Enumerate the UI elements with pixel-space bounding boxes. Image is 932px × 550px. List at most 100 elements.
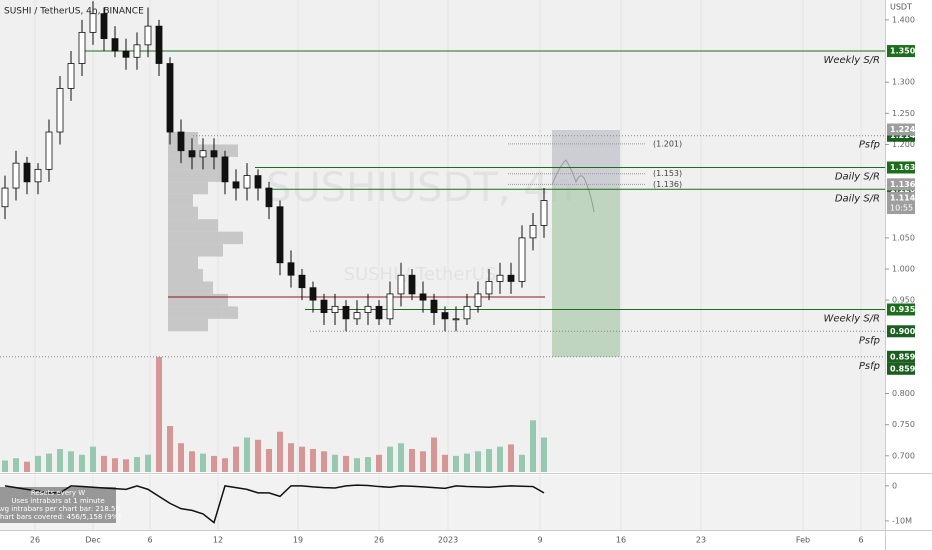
profile-bar — [168, 219, 218, 232]
volume-bar — [178, 443, 184, 472]
watermark-sub: SUSHI / TetherUS — [344, 264, 497, 285]
watermark: SUSHIUSDT, 4h — [266, 165, 574, 211]
price-tag-time: 10:55 — [890, 204, 913, 213]
level-tag — [887, 161, 915, 174]
candle-body — [430, 299, 438, 313]
level-tag-label: 0.935 — [890, 305, 916, 314]
profile-bar — [168, 269, 203, 282]
projection — [551, 159, 595, 213]
x-tick-label: 6 — [858, 536, 863, 545]
y-tick-label: 1.000 — [892, 265, 915, 274]
candle-body — [397, 274, 405, 295]
annotation-label: (1.201) — [653, 139, 682, 148]
candle-body — [232, 181, 240, 189]
candle-body — [12, 162, 20, 189]
symbol-title: SUSHI / TetherUS, 4h, BINANCE — [4, 7, 144, 17]
cvd-tick-label: -10M — [892, 516, 912, 525]
candle-body — [375, 305, 383, 320]
y-tick-label: 0.750 — [892, 420, 915, 429]
price-tag — [887, 362, 915, 375]
candle-body — [100, 13, 108, 40]
x-tick-label: 19 — [293, 536, 303, 545]
x-tick-label: 16 — [616, 536, 626, 545]
volume-bar — [332, 454, 338, 472]
price-pane — [0, 0, 885, 472]
candle-body — [254, 175, 262, 189]
profile-bar — [168, 194, 193, 207]
price-tag-label: 1.136 — [890, 180, 916, 189]
candle-body — [1, 187, 9, 208]
candle-body — [23, 162, 31, 183]
candle-body — [166, 63, 174, 133]
candle-body — [309, 287, 317, 301]
candle-body — [353, 312, 361, 320]
candle-body — [122, 50, 130, 58]
volume-bar — [519, 454, 525, 472]
candle-body — [34, 168, 42, 183]
annotation-label: (1.153) — [653, 169, 682, 178]
y-tick-label: 0.950 — [892, 296, 915, 305]
volume-bar — [156, 357, 162, 472]
stop-zone — [552, 130, 620, 190]
candle-body — [188, 150, 196, 158]
candle-body — [276, 206, 284, 264]
profile-bar — [168, 281, 213, 294]
candle-body — [243, 175, 251, 189]
volume-bar — [189, 451, 195, 472]
candle-body — [408, 274, 416, 295]
candle-body — [78, 31, 86, 64]
x-tick-label: 23 — [696, 536, 706, 545]
volume-bar — [101, 455, 107, 472]
profile-bar — [168, 306, 238, 319]
y-tick-label: 1.300 — [892, 78, 915, 87]
candle-body — [56, 88, 64, 133]
level-tag — [887, 325, 915, 338]
volume-bar — [266, 449, 272, 472]
volume-bar — [453, 455, 459, 472]
volume-bar — [376, 454, 382, 472]
price-tag-label: 1.114 — [890, 194, 916, 203]
info-line: Chart bars covered: 456/5,158 (9%) — [0, 513, 121, 521]
volume-bar — [35, 455, 41, 472]
candle-body — [507, 274, 515, 282]
candle-body — [210, 150, 218, 158]
volume-bar — [475, 451, 481, 472]
candle-body — [331, 305, 339, 313]
volume-bar — [134, 457, 140, 472]
volume-bar — [541, 437, 547, 472]
volume-bar — [79, 454, 85, 472]
candle-body — [287, 262, 295, 276]
price-tag-label: 0.859 — [890, 364, 916, 373]
volume-bar — [486, 449, 492, 472]
volume-bar — [13, 458, 19, 472]
info-line: Uses intrabars at 1 minute — [11, 497, 104, 505]
level-name: Psfp — [859, 335, 880, 346]
volume-bar — [233, 446, 239, 472]
price-tag — [887, 123, 915, 136]
candle-body — [199, 150, 207, 158]
y-tick-label: 0.800 — [892, 389, 915, 398]
y-tick-label: 1.400 — [892, 15, 915, 24]
profile-bar — [168, 293, 228, 307]
volume-bar — [112, 458, 118, 472]
candle-body — [298, 274, 306, 289]
volume-bar — [398, 443, 404, 472]
volume-bar — [46, 453, 52, 472]
level-tag-label: 0.900 — [890, 327, 916, 336]
volume-bar — [497, 446, 503, 472]
level-name: Weekly S/R — [823, 55, 880, 66]
candle-body — [386, 293, 394, 320]
profile-bar — [168, 169, 223, 182]
candle-body — [463, 305, 471, 320]
y-tick-label: 1.050 — [892, 233, 915, 242]
candle-body — [155, 25, 163, 64]
profile-bar — [168, 231, 243, 245]
profile-bar — [168, 256, 198, 270]
volume-bar — [277, 431, 283, 472]
volume-bar — [310, 449, 316, 472]
candle-body — [441, 312, 449, 320]
volume-bar — [442, 454, 448, 472]
candle-body — [518, 237, 526, 282]
volume-bar — [2, 460, 8, 472]
volume-bar — [90, 446, 96, 472]
